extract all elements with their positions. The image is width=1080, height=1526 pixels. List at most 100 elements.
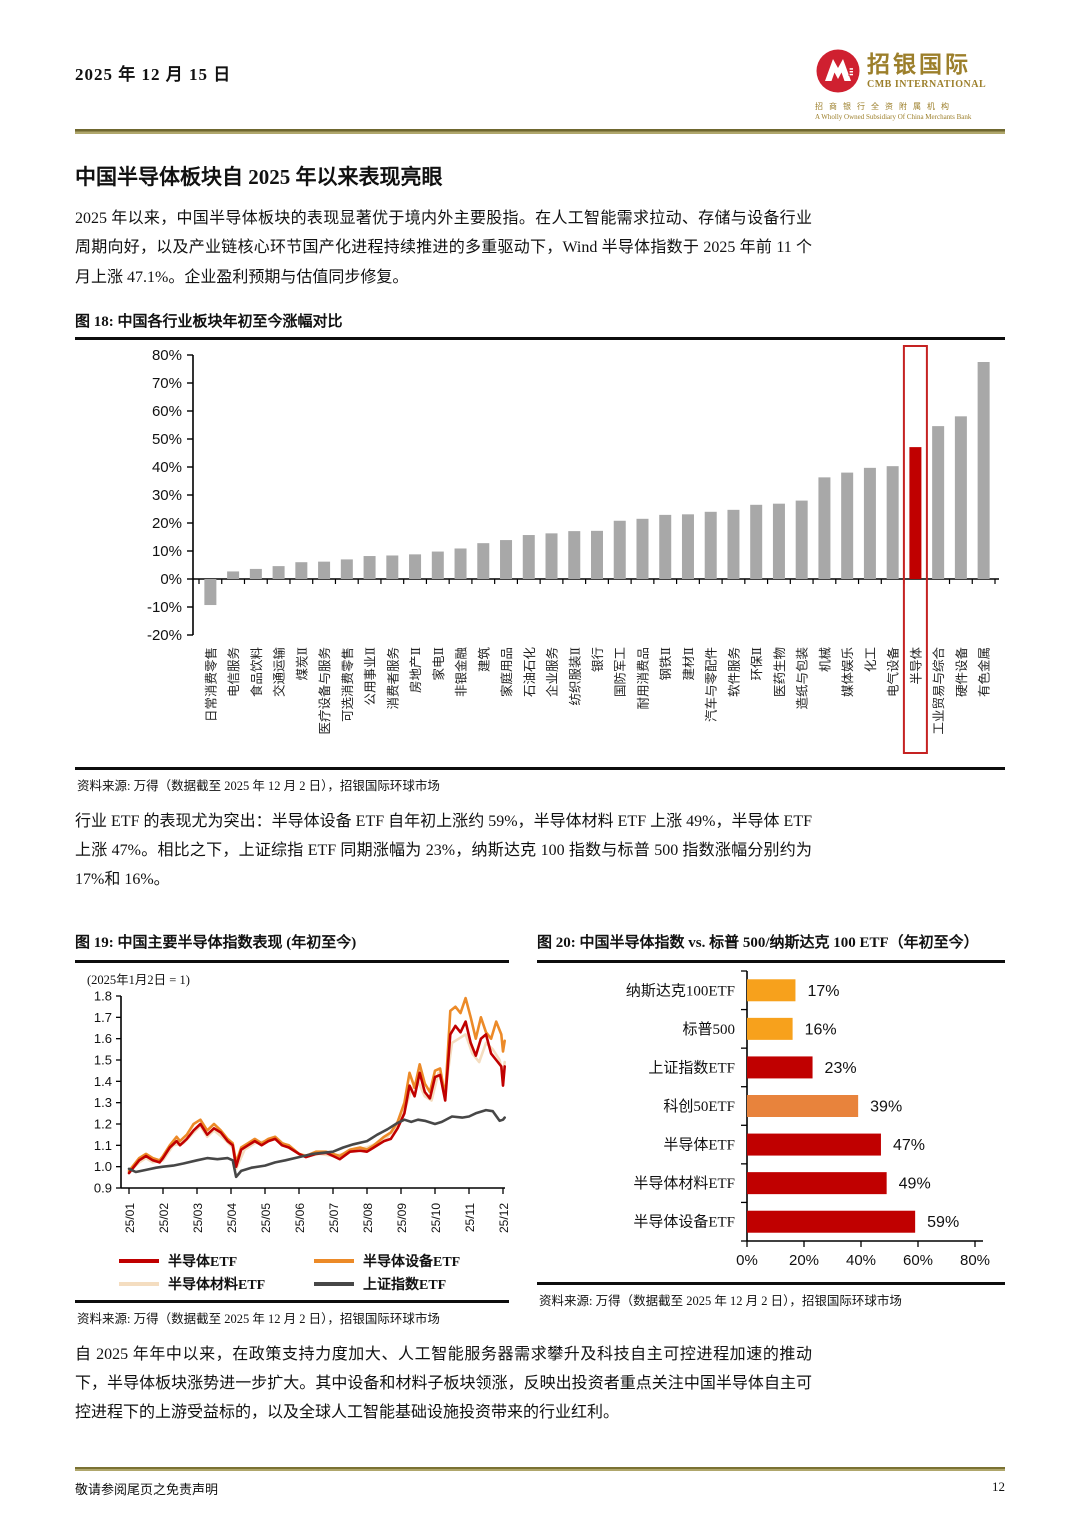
fig19-top-rule xyxy=(75,959,509,963)
bar-耐用消费品 xyxy=(636,518,649,579)
bar-医疗设备与服务 xyxy=(318,561,331,579)
fig18-xlabel: 建筑 xyxy=(476,646,491,672)
fig18-xlabel: 石油石化 xyxy=(523,646,537,697)
fig19-xlabel: 25/04 xyxy=(225,1202,239,1232)
line-半导体ETF xyxy=(127,1019,507,1174)
bar-日常消费零售 xyxy=(204,578,217,605)
fig18-ytick: -10% xyxy=(147,599,182,616)
report-date: 2025 年 12 月 15 日 xyxy=(75,65,232,84)
fig19-subtitle: (2025年1月2日 = 1) xyxy=(87,972,190,987)
bar-医药生物 xyxy=(772,503,785,579)
legend-item-上证指数ETF: 上证指数ETF xyxy=(314,1274,509,1294)
cmbi-logo: 招银国际 CMB INTERNATIONAL 招商银行全资附属机构 A Whol… xyxy=(815,48,1005,121)
page-number: 12 xyxy=(992,1479,1005,1494)
legend-swatch xyxy=(314,1258,354,1263)
logo-subsidiary-en: A Wholly Owned Subsidiary Of China Merch… xyxy=(815,113,972,121)
fig19-ytick: 0.9 xyxy=(94,1180,112,1195)
fig18-xlabel: 食品饮料 xyxy=(249,646,264,697)
fig18-xlabel: 家电Ⅱ xyxy=(431,647,446,681)
fig20-xtick: 80% xyxy=(960,1252,990,1269)
fig18-xlabel: 电气设备 xyxy=(886,646,901,697)
fig19-ytick: 1.8 xyxy=(94,988,112,1003)
fig18-title: 图 18: 中国各行业板块年初至今涨幅对比 xyxy=(75,313,343,330)
fig19-xlabel: 25/01 xyxy=(123,1202,137,1232)
bar-工业贸易与综合 xyxy=(932,425,945,579)
bar-建材Ⅱ xyxy=(681,514,694,579)
fig18-ytick: -20% xyxy=(147,627,182,644)
logo-subsidiary-cn: 招商银行全资附属机构 xyxy=(815,102,955,111)
fig18-ytick: 70% xyxy=(152,375,182,392)
bar-软件服务 xyxy=(727,509,740,579)
hbar-半导体ETF xyxy=(747,1133,881,1156)
fig20-svg: 0% 20% 40% 60% 80% 纳斯达克100ETF 17% 标普500 16% 上证指数E… xyxy=(626,969,990,1269)
fig18-xlabel: 半导体 xyxy=(909,646,923,684)
legend-label: 半导体设备ETF xyxy=(363,1254,461,1270)
fig19-ytick: 1.1 xyxy=(94,1137,112,1152)
line-半导体设备ETF xyxy=(127,996,507,1172)
figure-19: 图 19: 中国主要半导体指数表现 (年初至今) (2025年1月2日 = 1)… xyxy=(75,899,511,1327)
logo-name-en: CMB INTERNATIONAL xyxy=(867,78,987,90)
legend-item-半导体设备ETF: 半导体设备ETF xyxy=(314,1251,509,1271)
legend-swatch xyxy=(314,1281,354,1286)
fig18-xlabel: 煤炭Ⅱ xyxy=(295,647,309,681)
bar-钢铁Ⅱ xyxy=(659,514,672,579)
fig18-xlabel: 硬件设备 xyxy=(954,646,969,697)
article-title: 中国半导体板块自 2025 年以来表现亮眼 xyxy=(75,165,443,189)
fig20-value-label: 49% xyxy=(899,1175,931,1192)
figure-row: 图 19: 中国主要半导体指数表现 (年初至今) (2025年1月2日 = 1)… xyxy=(75,899,1005,1327)
fig20-xtick: 20% xyxy=(789,1252,819,1269)
fig18-xlabel: 可选消费零售 xyxy=(340,647,355,722)
fig19-ytick: 1.5 xyxy=(94,1052,112,1067)
page-header: 2025 年 12 月 15 日 招银国际 CMB INTERNATIONAL … xyxy=(75,0,1005,121)
fig18-ytick: 40% xyxy=(152,459,182,476)
bar-公用事业Ⅱ xyxy=(363,555,376,579)
fig18-xlabel: 医疗设备与服务 xyxy=(317,647,332,735)
fig19-ytick: 1.3 xyxy=(94,1095,112,1110)
fig20-category-label: 半导体设备ETF xyxy=(633,1213,735,1230)
fig20-category-label: 半导体ETF xyxy=(663,1136,735,1153)
fig19-ytick: 1.6 xyxy=(94,1031,112,1046)
fig20-source: 资料来源: 万得（数据截至 2025 年 12 月 2 日），招银国际环球市场 xyxy=(539,1293,902,1308)
fig19-xlabel: 25/03 xyxy=(191,1202,205,1232)
fig18-xlabel: 纺织服装Ⅱ xyxy=(568,647,582,706)
fig20-category-label: 纳斯达克100ETF xyxy=(626,982,735,999)
fig18-ytick: 30% xyxy=(152,487,182,504)
fig18-ytick: 80% xyxy=(152,347,182,364)
fig20-value-label: 17% xyxy=(807,982,839,999)
fig20-title: 图 20: 中国半导体指数 vs. 标普 500/纳斯达克 100 ETF（年初… xyxy=(537,934,979,951)
fig20-value-label: 23% xyxy=(825,1060,857,1077)
highlight-box-semiconductor xyxy=(902,344,928,754)
fig18-xlabel: 机械 xyxy=(817,646,832,672)
bar-食品饮料 xyxy=(249,568,262,579)
bar-可选消费零售 xyxy=(340,559,353,579)
fig19-ytick: 1.7 xyxy=(94,1009,112,1024)
fig20-category-label: 标普500 xyxy=(682,1020,735,1037)
fig18-bar-chart: 80% 70% 60% 50% 40% 30% 20% 10% 0% -10% -20% 日常消费零售… xyxy=(75,340,1005,767)
fig19-xlabel: 25/05 xyxy=(259,1202,273,1232)
fig19-xlabel: 25/07 xyxy=(327,1202,341,1232)
fig19-xlabel: 25/02 xyxy=(157,1202,171,1232)
fig20-bottom-rule xyxy=(537,1281,1005,1285)
fig20-xtick: 60% xyxy=(903,1252,933,1269)
bar-环保Ⅱ xyxy=(750,504,763,579)
legend-item-半导体材料ETF: 半导体材料ETF xyxy=(119,1274,314,1294)
bar-消费者服务 xyxy=(386,555,399,579)
hbar-半导体材料ETF xyxy=(747,1171,887,1194)
legend-label: 上证指数ETF xyxy=(363,1277,447,1293)
fig18-xlabel: 钢铁Ⅱ xyxy=(659,647,673,681)
bar-电气设备 xyxy=(886,465,899,579)
fig20-category-label: 半导体材料ETF xyxy=(633,1175,735,1192)
fig18-bottom-rule xyxy=(75,766,1005,770)
bar-有色金属 xyxy=(977,361,990,579)
legend-label: 半导体ETF xyxy=(168,1254,238,1270)
bar-半导体 xyxy=(909,446,922,579)
paragraph-1: 2025 年以来，中国半导体板块的表现显著优于境内外主要股指。在人工智能需求拉动… xyxy=(75,210,812,286)
fig18-xlabel: 国防军工 xyxy=(613,647,628,697)
hbar-纳斯达克100ETF xyxy=(747,978,796,1001)
fig18-xlabel: 电信服务 xyxy=(226,647,241,697)
fig18-xlabel: 汽车与零配件 xyxy=(704,647,719,722)
fig18-xlabel: 交通运输 xyxy=(272,646,287,697)
fig18-ytick: 0% xyxy=(160,571,182,588)
header-divider xyxy=(75,129,1005,134)
